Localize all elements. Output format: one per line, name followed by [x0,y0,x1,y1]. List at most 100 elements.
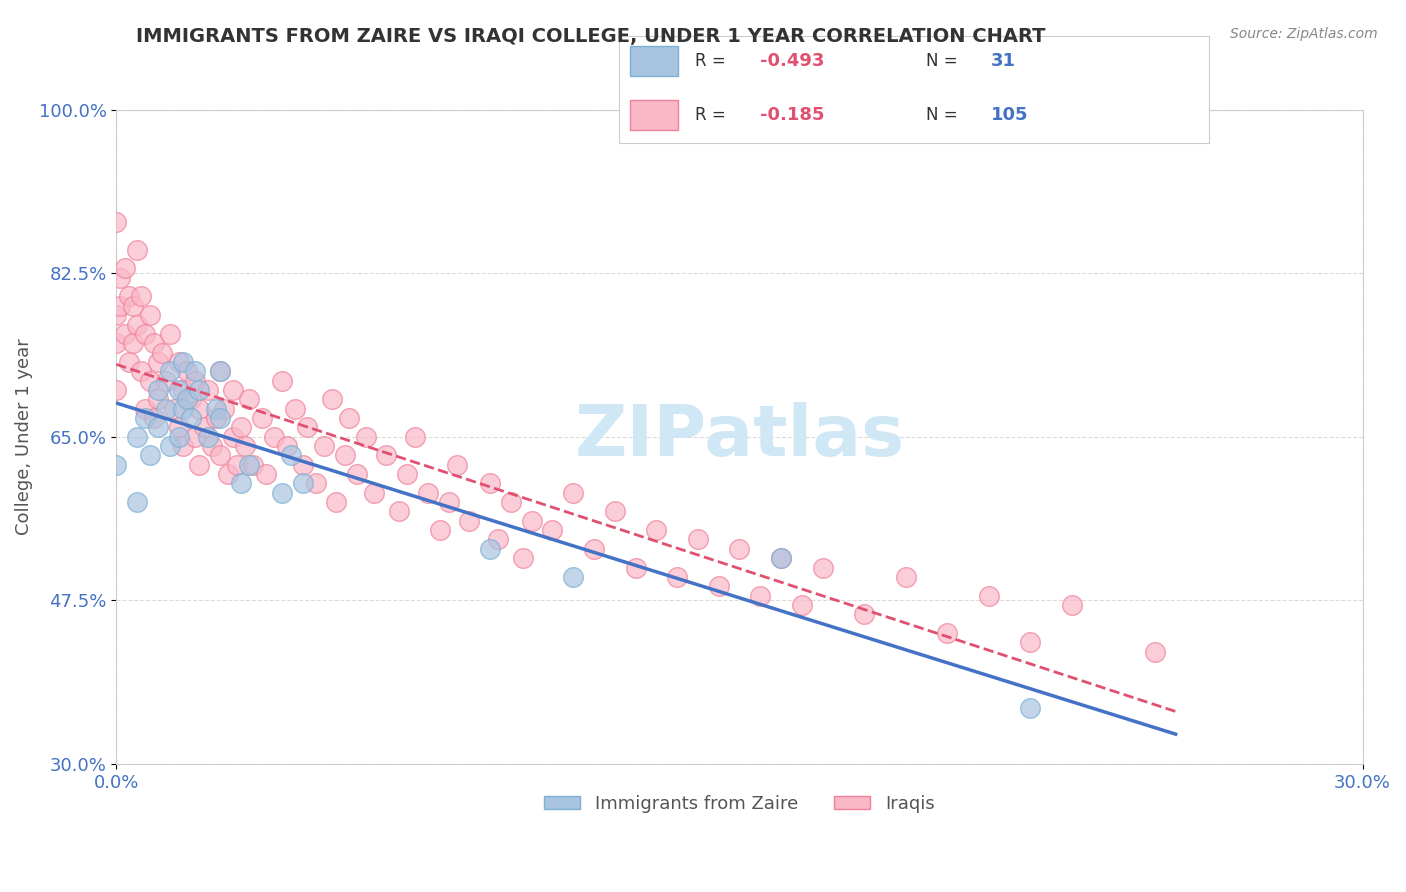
Point [238,458,260,472]
Point [221,430,243,444]
Point [346,467,368,481]
Point [180,392,202,407]
Legend: Immigrants from Zaire, Iraqis: Immigrants from Zaire, Iraqis [537,788,942,821]
Point [180,411,202,425]
FancyBboxPatch shape [630,46,678,77]
Point [437,495,460,509]
Point [263,430,285,444]
Point [167,383,190,397]
Point [176,364,198,378]
Y-axis label: College, Under 1 year: College, Under 1 year [15,338,32,535]
Point [416,485,439,500]
Point [242,458,264,472]
Point [233,439,256,453]
Text: IMMIGRANTS FROM ZAIRE VS IRAQI COLLEGE, UNDER 1 YEAR CORRELATION CHART: IMMIGRANTS FROM ZAIRE VS IRAQI COLLEGE, … [136,27,1045,45]
Text: 105: 105 [991,106,1028,124]
Point [129,289,152,303]
Point [172,401,194,416]
Point [354,430,377,444]
Text: N =: N = [925,53,963,70]
Point [150,345,173,359]
Point [499,495,522,509]
Point [105,308,128,322]
Point [172,355,194,369]
Point [325,495,347,509]
Point [488,533,510,547]
Point [292,476,315,491]
Point [105,383,128,397]
Point [769,551,792,566]
Point [479,476,502,491]
Point [146,355,169,369]
Point [209,364,232,378]
Point [122,336,145,351]
Point [728,541,751,556]
FancyBboxPatch shape [630,100,678,130]
Point [254,467,277,481]
Point [125,243,148,257]
Point [1060,598,1083,612]
Point [125,495,148,509]
Point [163,401,186,416]
Point [209,449,232,463]
Point [172,383,194,397]
Point [188,383,211,397]
Point [238,392,260,407]
Point [138,449,160,463]
Point [110,270,132,285]
Text: 31: 31 [991,53,1015,70]
Point [105,215,128,229]
Point [1019,635,1042,649]
Point [159,364,181,378]
Point [197,430,219,444]
Text: -0.493: -0.493 [761,53,825,70]
Point [122,299,145,313]
Point [114,261,136,276]
Point [159,326,181,341]
Point [188,401,211,416]
Point [749,589,772,603]
Point [138,308,160,322]
Point [446,458,468,472]
Point [209,411,232,425]
Point [217,467,239,481]
Point [305,476,328,491]
Point [541,523,564,537]
Point [167,355,190,369]
Point [811,560,834,574]
Point [894,570,917,584]
Point [582,541,605,556]
Point [205,411,228,425]
Text: N =: N = [925,106,963,124]
Point [229,476,252,491]
Point [129,364,152,378]
Point [520,514,543,528]
Point [790,598,813,612]
Point [142,336,165,351]
Point [1019,700,1042,714]
Point [225,458,247,472]
Point [321,392,343,407]
Point [977,589,1000,603]
Point [603,504,626,518]
Point [110,299,132,313]
Text: R =: R = [696,106,731,124]
Point [707,579,730,593]
Text: Source: ZipAtlas.com: Source: ZipAtlas.com [1230,27,1378,41]
Point [229,420,252,434]
Point [138,374,160,388]
Point [250,411,273,425]
Point [292,458,315,472]
Point [184,364,207,378]
Point [512,551,534,566]
Point [271,374,294,388]
Point [396,467,419,481]
Point [388,504,411,518]
Point [188,458,211,472]
Point [134,411,156,425]
Point [142,411,165,425]
Point [404,430,426,444]
Point [114,326,136,341]
Point [214,401,236,416]
Point [172,439,194,453]
